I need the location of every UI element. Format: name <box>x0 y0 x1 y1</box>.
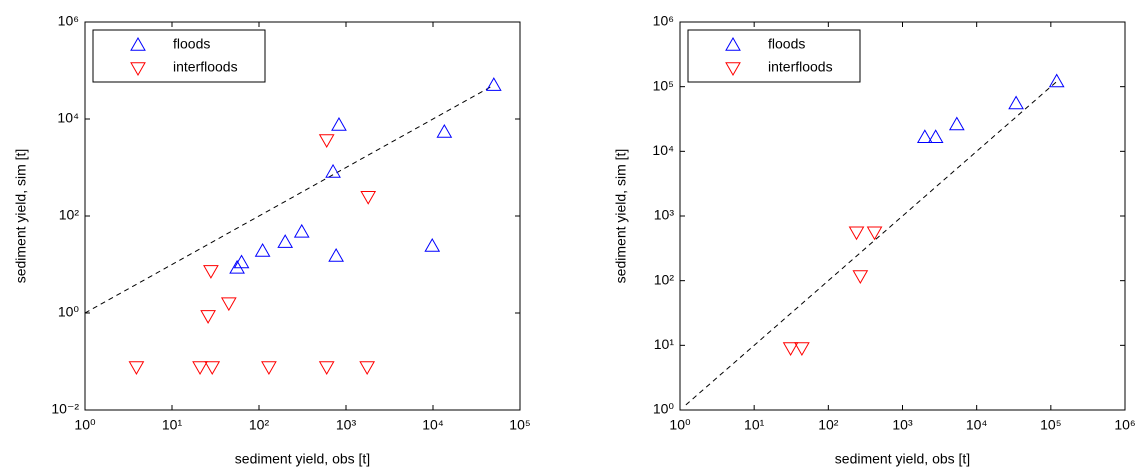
y-tick-label: 10³ <box>654 207 675 223</box>
data-point <box>424 238 441 252</box>
y-tick-label: 10¹ <box>654 336 675 352</box>
data-point <box>203 265 219 279</box>
data-point <box>229 259 245 274</box>
data-point <box>359 361 376 376</box>
legend-marker <box>130 36 146 51</box>
data-point <box>782 342 799 356</box>
legend-label: interfloods <box>768 59 833 75</box>
legend-marker <box>725 36 741 51</box>
data-point <box>794 342 810 356</box>
x-axis-label: sediment yield, obs [t] <box>235 451 370 467</box>
x-tick-label: 10² <box>818 417 839 433</box>
reference-line <box>685 81 1058 406</box>
data-point <box>436 123 453 138</box>
data-point <box>192 361 208 376</box>
data-point <box>927 129 944 144</box>
legend-label: floods <box>173 36 210 52</box>
data-point <box>318 361 335 376</box>
data-point <box>328 247 344 262</box>
x-tick-label: 10⁶ <box>1114 417 1135 433</box>
data-point <box>866 226 883 241</box>
y-tick-label: 10⁶ <box>58 13 79 29</box>
legend-marker <box>130 62 146 77</box>
x-tick-label: 10¹ <box>744 417 765 433</box>
data-point <box>261 361 277 376</box>
y-tick-label: 10⁴ <box>652 142 674 158</box>
y-tick-label: 10⁶ <box>653 13 674 29</box>
x-tick-label: 10⁵ <box>509 417 530 433</box>
data-point <box>1048 73 1065 88</box>
y-tick-label: 10² <box>59 207 80 223</box>
legend <box>687 29 861 83</box>
data-point <box>220 297 237 312</box>
y-axis-label: sediment yield, sim [t] <box>13 149 29 284</box>
y-tick-label: 10⁻² <box>51 401 79 417</box>
data-point <box>948 116 965 131</box>
y-tick-label: 10⁴ <box>57 110 79 126</box>
data-point <box>1008 95 1024 110</box>
x-tick-label: 10⁴ <box>422 417 444 433</box>
x-tick-label: 10³ <box>336 417 357 433</box>
y-tick-label: 10⁵ <box>653 77 674 93</box>
reference-line <box>84 84 495 314</box>
y-tick-label: 10² <box>654 271 675 287</box>
data-point <box>318 134 335 148</box>
data-point <box>200 310 216 324</box>
data-point <box>360 190 377 205</box>
data-point <box>916 129 933 144</box>
y-axis-label: sediment yield, sim [t] <box>613 149 629 284</box>
data-point <box>277 234 294 248</box>
x-axis-label: sediment yield, obs [t] <box>835 451 970 467</box>
legend-label: interfloods <box>173 59 238 75</box>
x-tick-label: 10⁴ <box>966 417 988 433</box>
data-point <box>204 361 221 376</box>
x-tick-label: 10⁵ <box>1040 417 1061 433</box>
x-tick-label: 10¹ <box>162 417 183 433</box>
data-point <box>128 361 145 376</box>
y-tick-label: 10⁰ <box>653 401 675 417</box>
data-point <box>325 163 341 178</box>
data-point <box>852 270 869 285</box>
legend-label: floods <box>768 36 805 52</box>
x-tick-label: 10² <box>249 417 270 433</box>
data-point <box>848 226 865 241</box>
data-point <box>485 77 502 91</box>
data-point <box>331 117 347 131</box>
data-point <box>254 242 271 257</box>
legend <box>92 29 266 83</box>
x-tick-label: 10³ <box>892 417 913 433</box>
x-tick-label: 10⁰ <box>669 417 691 433</box>
plot-area <box>84 21 521 411</box>
data-point <box>293 223 310 238</box>
legend-marker <box>725 62 741 77</box>
y-tick-label: 10⁰ <box>58 304 80 320</box>
x-tick-label: 10⁰ <box>74 417 96 433</box>
